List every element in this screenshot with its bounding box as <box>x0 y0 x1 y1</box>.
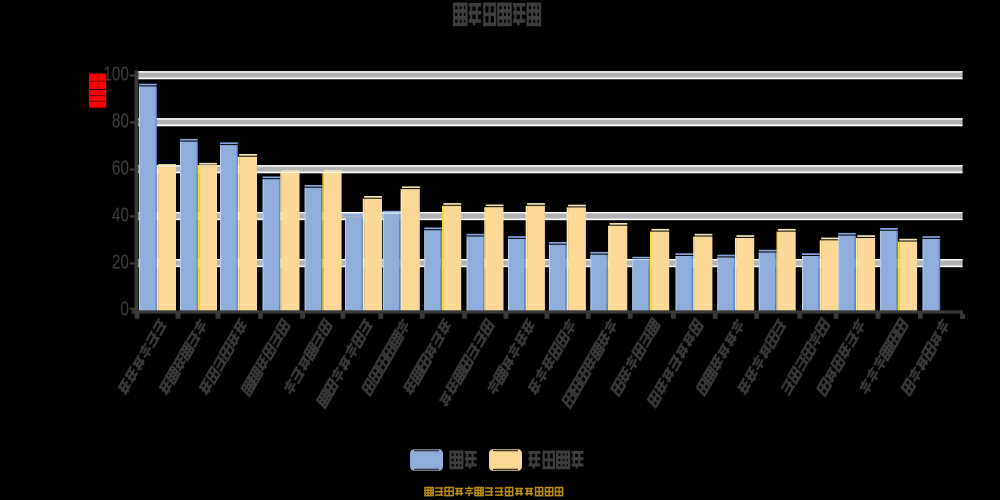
svg-text:20: 20 <box>112 251 129 274</box>
svg-text:40: 40 <box>112 203 129 226</box>
svg-text:80: 80 <box>112 110 129 133</box>
svg-text:0: 0 <box>120 298 129 321</box>
svg-text:60: 60 <box>112 157 129 180</box>
svg-text:100: 100 <box>103 63 129 86</box>
